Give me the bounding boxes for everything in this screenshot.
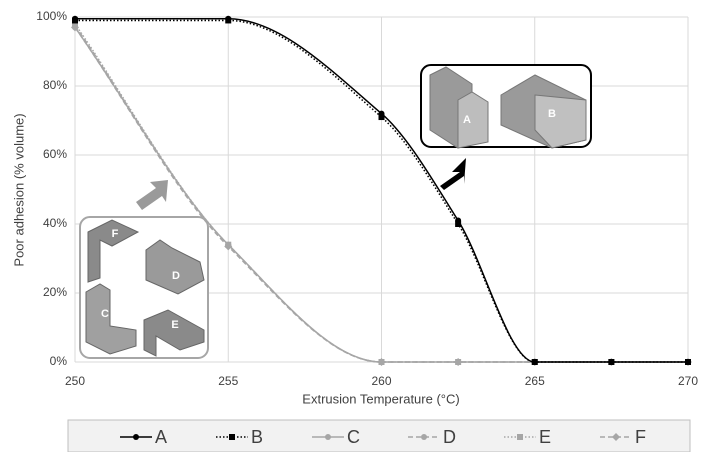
marker — [72, 16, 78, 22]
x-tick-label: 265 — [525, 374, 545, 388]
marker — [379, 111, 385, 117]
inset-label: D — [172, 270, 180, 282]
marker — [225, 242, 231, 248]
arrow — [440, 158, 466, 190]
legend-marker — [325, 434, 331, 440]
inset-label: F — [112, 228, 119, 240]
y-tick-label: 40% — [43, 216, 67, 230]
marker — [532, 359, 538, 365]
legend-marker — [517, 434, 523, 440]
legend-label: E — [539, 427, 551, 447]
marker — [608, 359, 614, 365]
x-axis-title: Extrusion Temperature (°C) — [302, 391, 459, 406]
y-tick-label: 100% — [36, 9, 67, 23]
inset-label: C — [101, 308, 109, 320]
chart: 0% 20% 40% 60% 80% 100% 250 255 260 265 270 A B F … — [0, 0, 712, 452]
x-tick-label: 250 — [65, 374, 85, 388]
marker — [379, 359, 385, 365]
legend-label: D — [443, 427, 456, 447]
inset-label: B — [548, 108, 556, 120]
y-tick-label: 0% — [50, 354, 68, 368]
y-axis-title: Poor adhesion (% volume) — [11, 113, 26, 266]
legend-label: C — [347, 427, 360, 447]
insets: A B F D C E — [80, 65, 591, 358]
arrow — [136, 180, 168, 210]
inset-label: E — [171, 319, 178, 331]
legend-label: B — [251, 427, 263, 447]
marker — [455, 359, 461, 365]
legend-label: F — [635, 427, 646, 447]
y-tick-label: 80% — [43, 78, 67, 92]
marker — [225, 16, 231, 22]
x-tick-label: 260 — [371, 374, 391, 388]
legend-marker — [421, 434, 427, 440]
marker — [685, 359, 691, 365]
x-tick-label: 255 — [218, 374, 238, 388]
x-tick-label: 270 — [678, 374, 698, 388]
inset-label: A — [463, 114, 471, 126]
marker — [455, 218, 461, 224]
y-tick-label: 60% — [43, 147, 67, 161]
marker — [72, 24, 78, 30]
legend-marker — [229, 434, 235, 440]
legend-marker — [133, 434, 139, 440]
y-tick-label: 20% — [43, 285, 67, 299]
legend-label: A — [155, 427, 167, 447]
